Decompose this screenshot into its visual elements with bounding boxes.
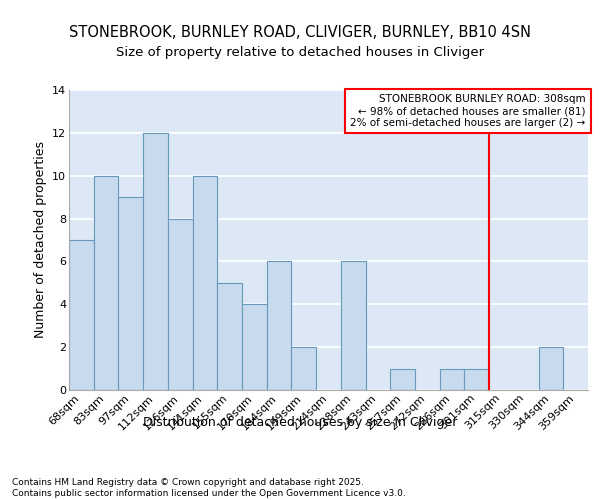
Bar (94, 176, 118, 390)
Text: STONEBROOK BURNLEY ROAD: 308sqm
← 98% of detached houses are smaller (81)
2% of : STONEBROOK BURNLEY ROAD: 308sqm ← 98% of… (350, 94, 586, 128)
Bar (168, 218, 193, 390)
Text: Distribution of detached houses by size in Cliviger: Distribution of detached houses by size … (143, 416, 457, 429)
Bar (539, 347, 563, 390)
Bar (242, 304, 267, 390)
Bar (267, 262, 292, 390)
Bar (69, 240, 94, 390)
Text: STONEBROOK, BURNLEY ROAD, CLIVIGER, BURNLEY, BB10 4SN: STONEBROOK, BURNLEY ROAD, CLIVIGER, BURN… (69, 25, 531, 40)
Bar (390, 368, 415, 390)
Bar (464, 368, 489, 390)
Text: Size of property relative to detached houses in Cliviger: Size of property relative to detached ho… (116, 46, 484, 59)
Y-axis label: Number of detached properties: Number of detached properties (34, 142, 47, 338)
Bar (341, 262, 365, 390)
Bar (143, 133, 168, 390)
Bar (217, 283, 242, 390)
Bar (118, 197, 143, 390)
Text: Contains HM Land Registry data © Crown copyright and database right 2025.
Contai: Contains HM Land Registry data © Crown c… (12, 478, 406, 498)
Bar (193, 176, 217, 390)
Bar (440, 368, 464, 390)
Bar (292, 347, 316, 390)
